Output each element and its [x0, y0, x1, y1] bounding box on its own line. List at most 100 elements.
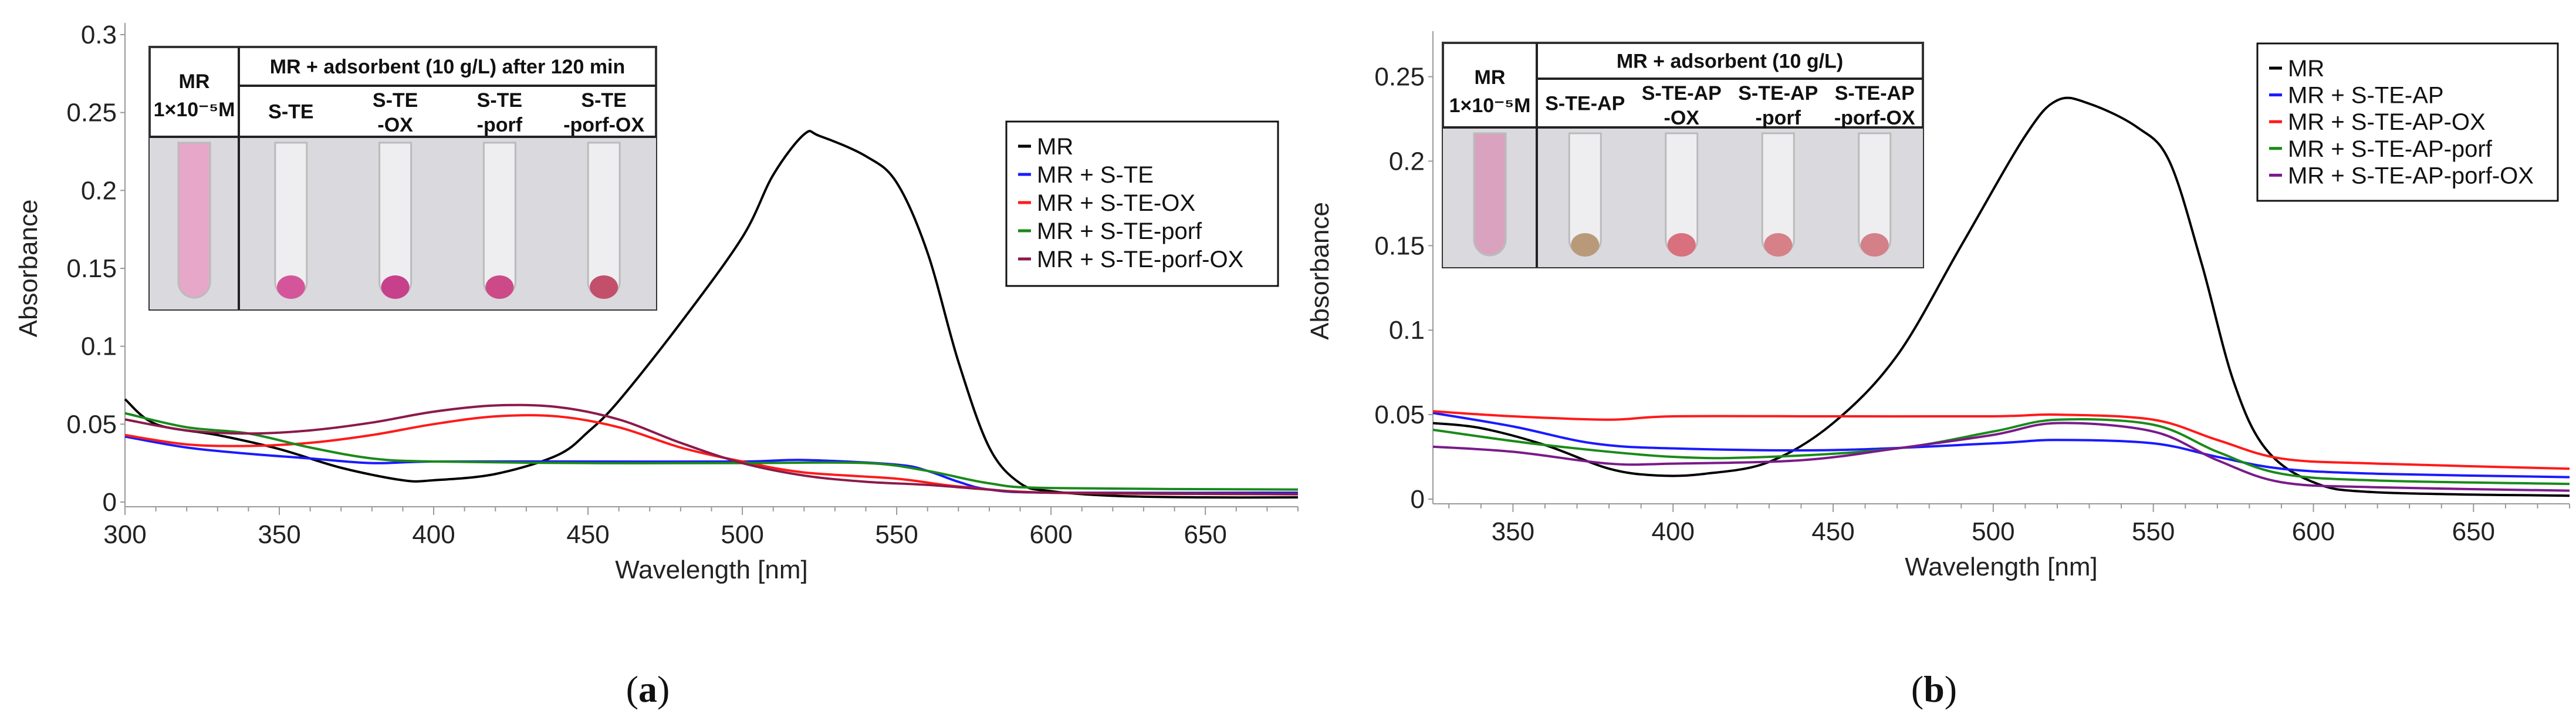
legend-box: [1005, 120, 1279, 287]
panel-label: b: [1923, 668, 1945, 710]
inset-column-label: -porf-OX: [563, 114, 644, 136]
x-tick-label: 500: [721, 520, 763, 549]
chart-panel-a: 300 350 400 450 500 550 600 650 0 0.05 0.1 0.15 0.2 0…: [14, 21, 1299, 710]
caption-paren: ): [657, 668, 670, 710]
x-tick-label: 450: [1811, 517, 1854, 546]
adsorbent-sediment: [1571, 233, 1600, 257]
x-tick-label: 350: [258, 520, 300, 549]
legend-entry: MR: [1037, 134, 1073, 160]
y-tick-label: 0.2: [81, 176, 117, 205]
x-tick-label: 450: [566, 520, 609, 549]
inset-column-label: S-TE: [373, 89, 418, 112]
inset-column-label: -porf: [1756, 107, 1801, 129]
series-line-3: [1432, 418, 2570, 486]
caption-paren: (: [626, 668, 638, 710]
y-tick-label: 0.1: [1389, 316, 1425, 345]
y-tick-label: 0: [1411, 485, 1425, 514]
adsorbent-sediment: [1764, 233, 1793, 257]
panel-caption: (a): [626, 668, 670, 710]
series-line-1: [1432, 412, 2570, 479]
inset-column-label: -porf: [477, 114, 523, 136]
y-axis-label: Absorbance: [1306, 202, 1334, 340]
inset-column-label: S-TE-AP: [1835, 82, 1915, 105]
adsorbent-sediment: [381, 275, 410, 299]
inset-column-label: S-TE: [581, 89, 626, 112]
x-tick-label: 500: [1972, 517, 2014, 546]
test-tube: [1473, 132, 1507, 257]
legend-entry: MR + S-TE: [1037, 162, 1154, 188]
legend-entry: MR + S-TE-AP-porf-OX: [2288, 163, 2534, 188]
test-tube: [177, 142, 211, 299]
caption-paren: (: [1911, 668, 1923, 710]
inset-column-label: -porf-OX: [1834, 107, 1915, 129]
test-tube: [587, 142, 621, 299]
panel-label: a: [638, 668, 657, 710]
adsorbent-sediment: [590, 275, 618, 299]
series-line-4: [1432, 422, 2570, 492]
y-tick-label: 0.05: [1374, 400, 1425, 429]
inset-photo-table: MR 1×10⁻⁵M MR + adsorbent (10 g/L) after 1…: [148, 46, 657, 311]
test-tube: [378, 142, 413, 299]
legend-entry: MR: [2288, 56, 2324, 82]
adsorbent-sediment: [1667, 233, 1696, 257]
inset-header: MR + adsorbent (10 g/L): [1617, 50, 1843, 73]
inset-column-label: S-TE-AP: [1642, 82, 1722, 105]
y-tick-label: 0.05: [66, 410, 117, 439]
series-line-3: [124, 412, 1299, 491]
x-tick-label: 650: [1184, 520, 1226, 549]
inset-mr-title: MR: [1475, 66, 1506, 89]
x-tick-label: 550: [2132, 517, 2175, 546]
inset-column-label: S-TE: [268, 101, 313, 123]
legend-box: [2256, 42, 2559, 202]
legend-entry: MR + S-TE-porf: [1037, 218, 1202, 244]
caption-paren: ): [1945, 668, 1957, 710]
y-tick-label: 0.25: [1374, 63, 1425, 92]
x-tick-label: 650: [2452, 517, 2495, 546]
legend-entry: MR + S-TE-OX: [1037, 190, 1195, 216]
adsorbent-sediment: [485, 275, 514, 299]
x-tick-label: 600: [2292, 517, 2335, 546]
test-tube: [274, 142, 308, 299]
adsorbent-sediment: [1860, 233, 1889, 257]
series-line-2: [1432, 410, 2570, 470]
x-tick-label: 400: [1652, 517, 1695, 546]
x-tick-label: 600: [1029, 520, 1072, 549]
inset-mr-concentration: 1×10⁻⁵M: [1449, 95, 1531, 117]
series-line-0: [124, 130, 1299, 499]
x-axis-label: Wavelength [nm]: [1905, 553, 2098, 581]
x-tick-label: 350: [1492, 517, 1534, 546]
inset-mr-concentration: 1×10⁻⁵M: [154, 99, 235, 121]
x-tick-label: 550: [875, 520, 918, 549]
inset-mr-title: MR: [179, 70, 210, 93]
legend-entry: MR + S-TE-AP-porf: [2288, 136, 2493, 162]
series-line-0: [1432, 96, 2570, 497]
inset-column-label: S-TE-AP: [1738, 82, 1818, 105]
y-tick-label: 0.25: [66, 99, 117, 127]
inset-column-label: -OX: [1664, 107, 1700, 129]
series-line-4: [124, 403, 1299, 496]
y-tick-label: 0.15: [66, 254, 117, 283]
x-tick-label: 400: [412, 520, 455, 549]
y-axis-label: Absorbance: [14, 200, 43, 338]
inset-column-label: S-TE-AP: [1545, 93, 1625, 115]
chart-panel-b: 350 400 450 500 550 600 650 0 0.05 0.1 0.15 0.2 0.25…: [1306, 31, 2570, 710]
legend-entry: MR + S-TE-AP: [2288, 83, 2444, 109]
y-tick-label: 0.3: [81, 21, 117, 49]
legend-entry: MR + S-TE-AP-OX: [2288, 109, 2486, 135]
x-tick-label: 300: [103, 520, 146, 549]
y-tick-label: 0: [103, 488, 117, 517]
inset-photo-table: MR 1×10⁻⁵M MR + adsorbent (10 g/L) S-TE-AP S…: [1442, 42, 1924, 268]
y-tick-label: 0.2: [1389, 147, 1425, 176]
inset-column-label: S-TE: [477, 89, 522, 112]
test-tube: [482, 142, 516, 299]
y-tick-label: 0.15: [1374, 231, 1425, 260]
x-axis-label: Wavelength [nm]: [615, 555, 808, 584]
inset-column-label: -OX: [377, 114, 413, 136]
adsorbent-sediment: [276, 275, 305, 299]
legend-entry: MR + S-TE-porf-OX: [1037, 247, 1243, 272]
panel-caption: (b): [1911, 668, 1957, 710]
y-tick-label: 0.1: [81, 332, 117, 361]
